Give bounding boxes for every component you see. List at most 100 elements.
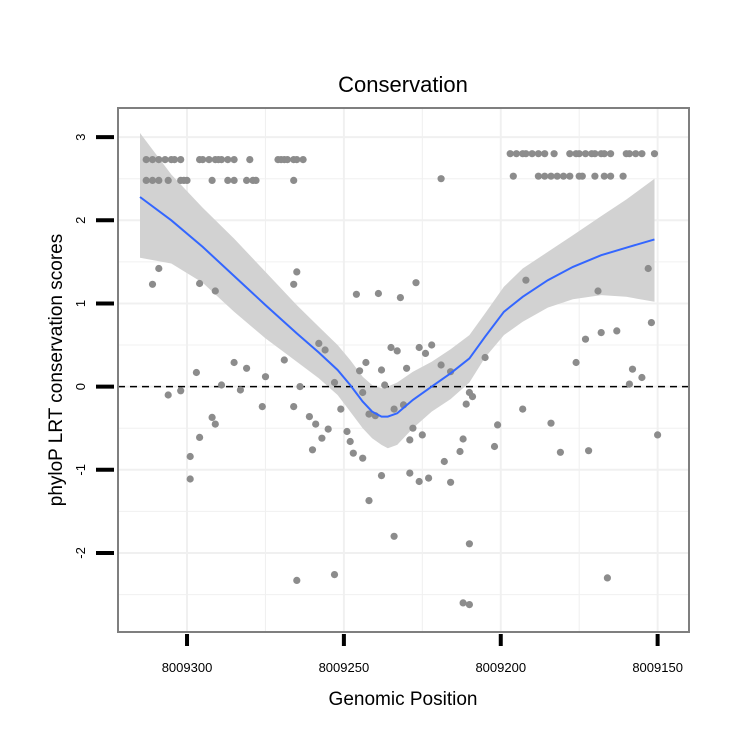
data-point — [494, 421, 502, 429]
data-point — [465, 601, 473, 609]
data-point — [522, 150, 530, 158]
data-point — [148, 280, 157, 288]
data-point — [509, 172, 517, 180]
data-point — [177, 387, 185, 395]
data-point — [352, 290, 360, 298]
data-point — [585, 447, 593, 455]
chart-title: Conservation — [338, 72, 468, 97]
data-point — [425, 474, 433, 482]
data-point — [243, 364, 251, 372]
data-point — [415, 343, 423, 352]
data-point — [155, 264, 163, 273]
data-point — [650, 150, 659, 158]
data-point — [243, 176, 251, 184]
data-point — [290, 176, 298, 184]
confidence-band-layer — [140, 133, 655, 449]
y-tick-label: 1 — [73, 300, 88, 307]
x-tick-label: 8009150 — [632, 660, 683, 675]
data-point — [170, 156, 179, 164]
data-point — [365, 410, 373, 418]
data-point — [506, 150, 514, 158]
data-point — [356, 367, 364, 375]
data-point — [547, 172, 555, 180]
data-point — [591, 150, 599, 158]
data-point — [625, 150, 634, 158]
data-point — [428, 341, 436, 349]
data-point — [437, 361, 445, 369]
data-point — [628, 365, 637, 373]
data-point — [575, 150, 583, 158]
x-tick-label: 8009300 — [162, 660, 213, 675]
data-point — [465, 540, 473, 548]
data-point — [374, 289, 382, 298]
data-point — [330, 571, 339, 579]
data-point — [321, 346, 329, 354]
data-point — [349, 449, 357, 457]
data-point — [217, 156, 226, 164]
data-point — [199, 156, 207, 164]
data-point — [566, 150, 574, 158]
data-point — [230, 358, 238, 367]
data-point — [654, 431, 662, 439]
data-point — [236, 386, 244, 394]
data-point — [541, 172, 549, 180]
data-point — [224, 156, 232, 164]
data-point — [462, 400, 470, 408]
data-point — [459, 435, 467, 443]
data-point — [293, 156, 301, 164]
data-point — [578, 172, 586, 180]
data-point — [581, 335, 590, 343]
data-point — [224, 176, 232, 184]
axis-ticks-layer: 8009300 8009250 8009200 8009150 -2 -1 0 1 2 3 — [73, 133, 683, 675]
y-tick-label: 3 — [73, 133, 88, 140]
data-point — [359, 454, 367, 462]
y-tick-label: -2 — [73, 547, 88, 559]
data-point — [337, 405, 345, 413]
data-point — [566, 172, 574, 180]
data-point — [387, 343, 395, 352]
data-point — [600, 172, 608, 180]
data-point — [381, 381, 389, 389]
data-point — [550, 150, 558, 158]
data-point — [290, 280, 298, 288]
data-point — [280, 356, 288, 364]
data-point — [211, 420, 219, 428]
data-point — [217, 381, 226, 389]
data-point — [315, 339, 323, 347]
data-point — [581, 150, 590, 158]
data-point — [305, 413, 313, 421]
data-point — [246, 156, 254, 164]
data-point — [148, 156, 157, 164]
data-point — [208, 413, 216, 421]
data-point — [603, 574, 612, 582]
smooth-line-layer — [139, 196, 655, 418]
data-point — [293, 268, 301, 276]
y-tick-label: -1 — [73, 464, 88, 476]
data-point — [409, 424, 417, 432]
data-point — [343, 427, 351, 436]
data-point — [164, 176, 172, 184]
data-point — [490, 442, 499, 451]
data-point — [597, 329, 605, 337]
smooth-line — [139, 196, 655, 418]
data-point — [447, 478, 455, 486]
data-point — [613, 327, 621, 335]
data-point — [406, 436, 414, 444]
data-point — [324, 425, 332, 433]
data-point — [377, 472, 386, 480]
data-point — [396, 294, 404, 302]
data-point — [390, 405, 398, 413]
data-point — [534, 150, 543, 158]
data-point — [519, 405, 527, 413]
data-point — [644, 264, 652, 273]
data-point — [553, 172, 561, 180]
data-point — [415, 477, 423, 486]
data-point — [318, 434, 326, 442]
y-axis-title: phyloP LRT conservation scores — [46, 234, 67, 507]
data-point — [418, 431, 426, 439]
data-point — [211, 287, 219, 295]
data-point — [522, 276, 530, 284]
panel-border — [117, 107, 690, 633]
